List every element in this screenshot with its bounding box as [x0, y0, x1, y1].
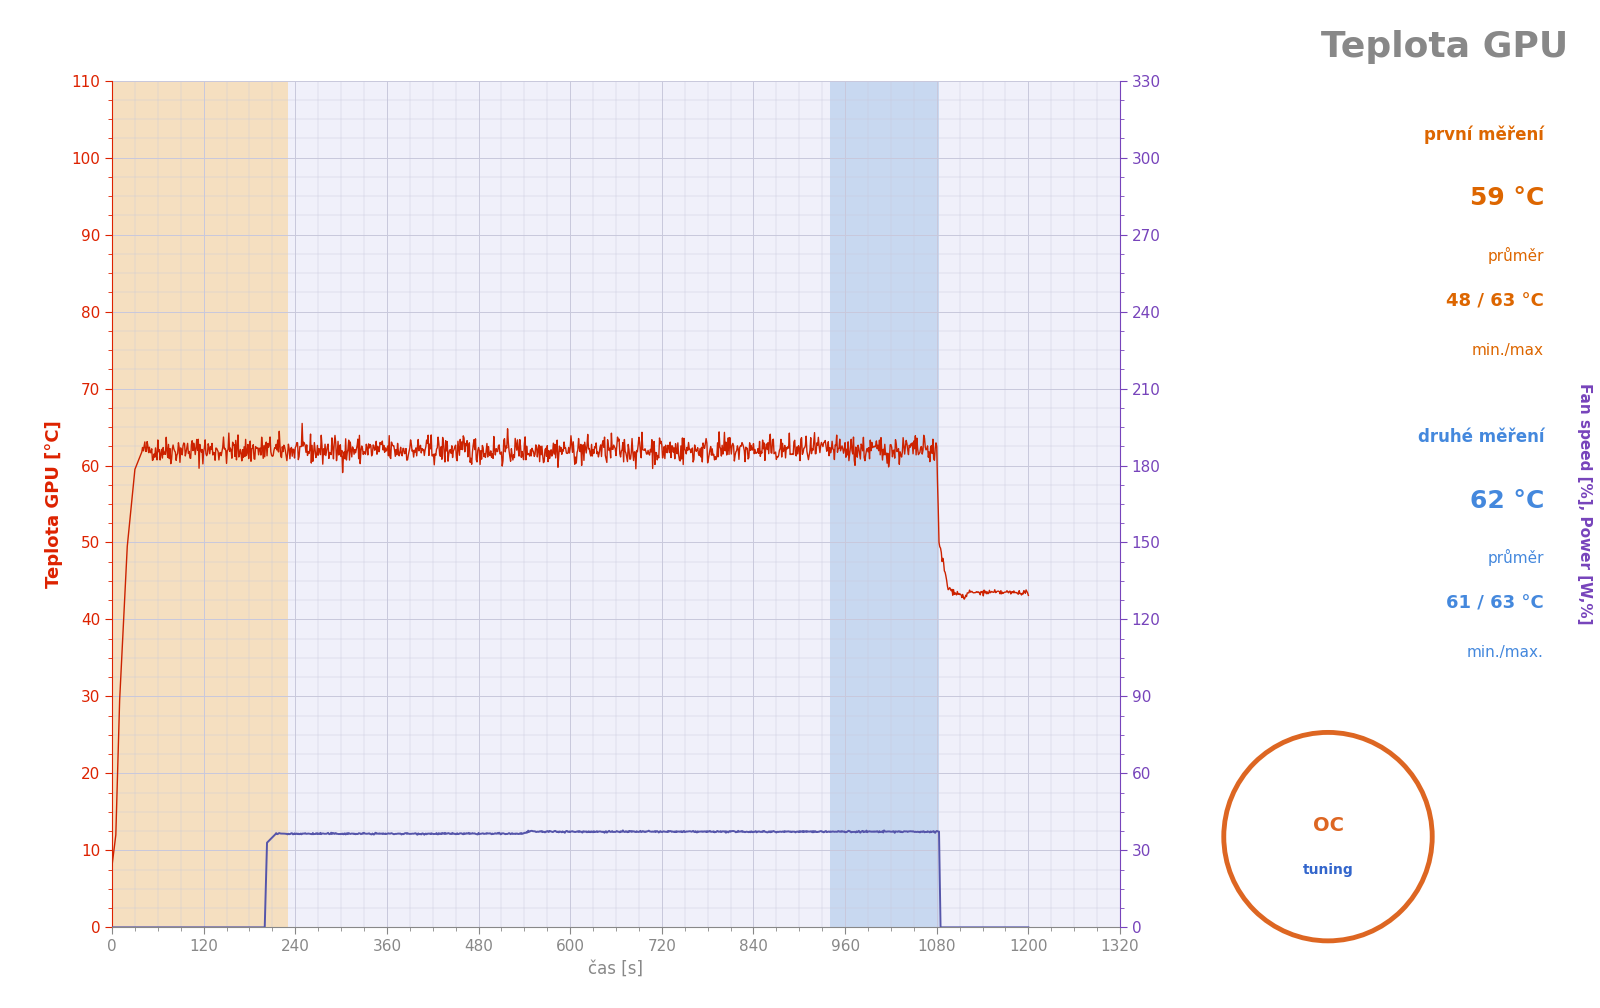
- Text: průměr: průměr: [1488, 549, 1544, 566]
- Text: min./max: min./max: [1472, 343, 1544, 358]
- Text: tuning: tuning: [1302, 863, 1354, 877]
- Text: min./max.: min./max.: [1467, 645, 1544, 660]
- Text: 59 °C: 59 °C: [1470, 186, 1544, 211]
- Text: první měření: první měření: [1424, 126, 1544, 144]
- X-axis label: čas [s]: čas [s]: [589, 960, 643, 978]
- Bar: [112, 81, 288, 927]
- Text: 61 / 63 °C: 61 / 63 °C: [1446, 595, 1544, 613]
- Text: Fan speed [%], Power [W,%]: Fan speed [%], Power [W,%]: [1578, 383, 1592, 625]
- Y-axis label: Teplota GPU [°C]: Teplota GPU [°C]: [45, 420, 62, 588]
- Bar: [830, 81, 939, 927]
- Text: OC: OC: [1312, 816, 1344, 835]
- Text: druhé měření: druhé měření: [1418, 428, 1544, 447]
- Text: průměr: průměr: [1488, 247, 1544, 264]
- Text: 48 / 63 °C: 48 / 63 °C: [1446, 292, 1544, 310]
- Text: Teplota GPU: Teplota GPU: [1320, 30, 1568, 65]
- Text: 62 °C: 62 °C: [1470, 489, 1544, 513]
